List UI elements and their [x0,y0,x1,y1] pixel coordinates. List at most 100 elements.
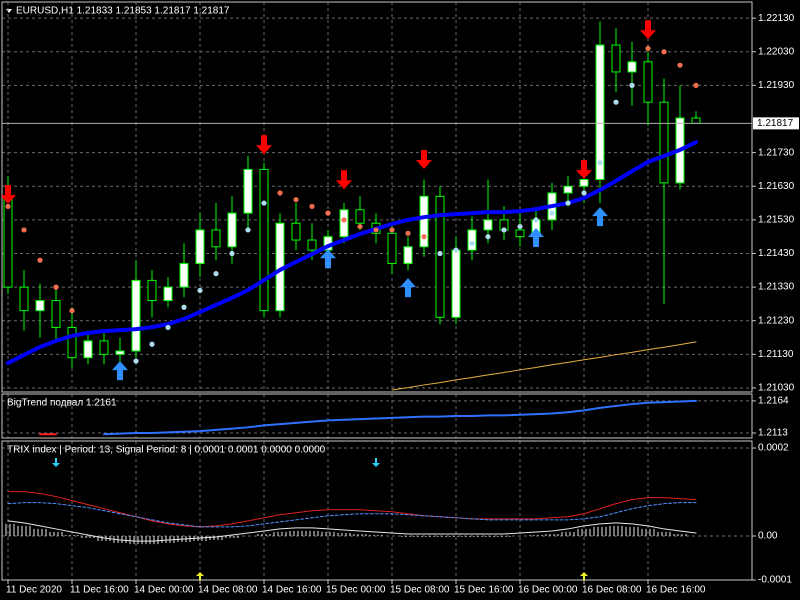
panel-title: EURUSD,H1 1.21833 1.21853 1.21817 1.2181… [16,6,230,17]
candle-body [387,232,397,265]
indicator-line [6,140,698,366]
indicator-dot [453,247,459,253]
candle-body [515,229,525,238]
candle-body [99,340,109,355]
indicator-dot [53,284,59,290]
signal-arrow [2,184,16,204]
indicator-dot [309,203,315,210]
candle-body [259,168,269,312]
y-tick-label: 1.22130 [758,13,795,24]
signal-arrow [320,249,336,269]
candle-body [211,229,221,248]
indicator-dot [565,200,571,206]
x-tick-label: 16 Dec 16:00 [646,585,706,596]
y-tick-label: 1.21530 [758,215,795,226]
indicator-dot [613,99,619,105]
x-tick-label: 16 Dec 00:00 [518,585,578,596]
indicator-dot [197,287,203,294]
candle-body [163,286,173,302]
candle-body [307,239,317,251]
indicator-line [103,399,697,436]
indicator-dot [501,227,507,233]
indicator-dot [485,234,491,240]
candle-body [643,61,653,103]
y-tick-label: 1.21430 [758,248,795,259]
y-tick-label: 1.21230 [758,315,795,326]
indicator-dot [549,210,555,216]
y-tick-label: 1.2164 [758,396,789,407]
candle-body [147,279,157,302]
indicator-dot [533,217,539,223]
indicator-dot [165,324,171,331]
plot-area [2,458,703,580]
candle-body [691,117,701,124]
y-tick-label: 1.21030 [758,383,795,394]
candle-body [627,61,637,73]
candle-body [51,300,61,328]
candle-body [595,44,605,181]
signal-arrow [52,458,60,467]
candle-body [131,279,141,352]
indicator-dot [421,234,427,240]
candle-body [419,195,429,248]
signal-line [7,520,697,542]
candle-body [451,249,461,318]
indicator-dot [693,82,699,88]
indicator-dot [597,160,603,166]
signal-arrow [196,572,204,580]
y-tick-label: 0.00 [758,531,778,542]
signal-arrow [112,361,128,381]
y-tick-label: -0.0001 [758,575,792,586]
candle-body [579,179,589,187]
plot-area [2,20,701,391]
x-tick-label: 14 Dec 08:00 [198,585,258,596]
indicator-line [391,341,697,391]
signal-arrow [416,150,432,170]
y-tick-label: 1.21730 [758,147,795,158]
indicator-dot [581,190,587,196]
candle-body [19,286,29,312]
signal-arrow [400,278,416,298]
indicator-dot [69,308,75,314]
indicator-dot [661,49,667,55]
indicator-dot [373,227,379,233]
candle-body [355,209,365,224]
x-tick-label: 11 Dec 2020 [6,585,62,596]
plot-area [40,399,697,436]
x-tick-label: 16 Dec 08:00 [582,585,642,596]
indicator-dot [37,257,43,263]
candle-body [467,229,477,251]
indicator-dot [181,304,187,310]
signal-arrow [592,207,608,227]
candle-body [83,340,93,359]
candle-body [3,195,13,288]
last-price-label: 1.21817 [757,118,794,129]
indicator-dot [261,200,267,206]
candle-body [403,246,413,265]
x-tick-label: 11 Dec 16:00 [70,585,129,596]
candle-body [435,195,445,318]
indicator-dot [677,62,683,68]
last-price-box [753,117,799,130]
candle-body [35,300,45,312]
indicator-dot [133,358,139,364]
candle-body [483,219,493,231]
indicator-dot [357,223,363,230]
panel-title: BigTrend подвал 1.2161 [7,398,117,409]
signal-arrow [580,572,588,580]
candle-body [611,44,621,73]
candle-body [291,222,301,241]
panel-frame [1,440,753,581]
x-tick-label: 15 Dec 00:00 [326,585,386,596]
signal-arrow [640,20,656,40]
candle-body [339,209,349,238]
indicator-dot [277,190,283,196]
indicator-dot [21,227,27,233]
indicator-dot [213,271,219,277]
indicator-dot [293,197,299,203]
indicator-dot [645,45,651,51]
signal-arrow [528,228,544,248]
x-tick-label: 14 Dec 16:00 [262,585,322,596]
panel-frame [1,393,753,439]
